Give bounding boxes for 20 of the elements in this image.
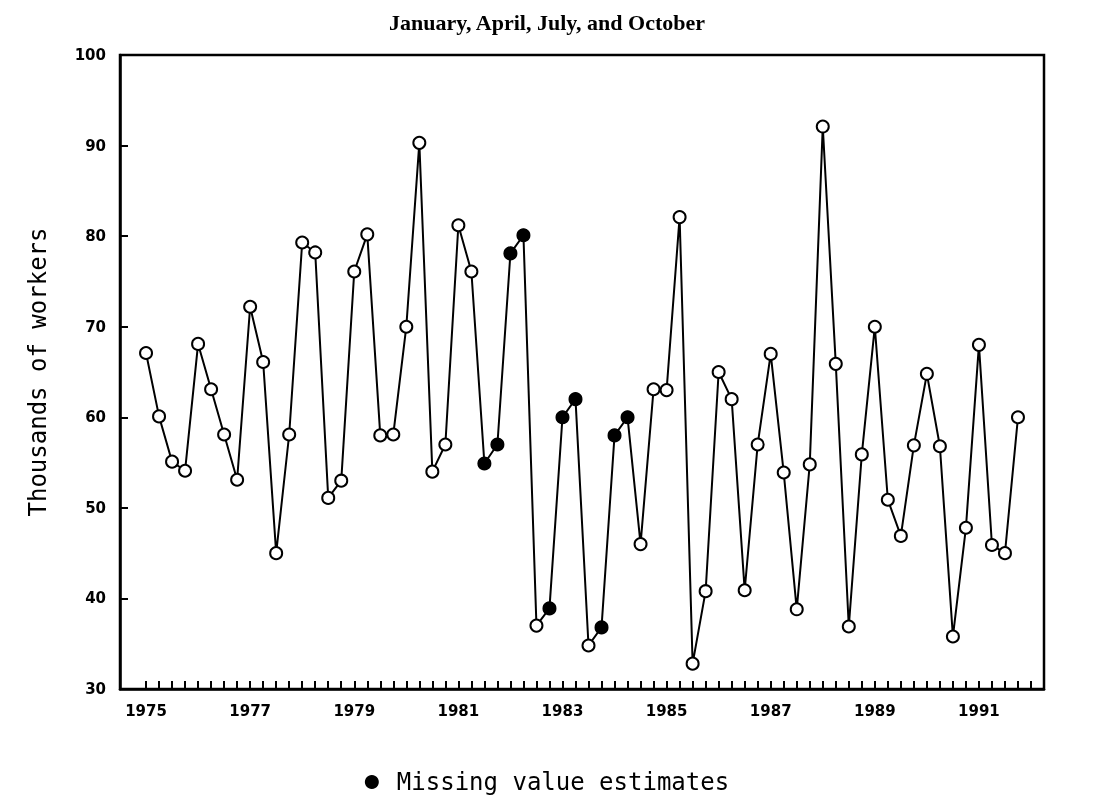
y-tick-label: 40 bbox=[85, 589, 106, 608]
y-tick-label: 80 bbox=[85, 227, 106, 246]
x-tick-label: 1981 bbox=[437, 701, 480, 720]
y-tick-label: 60 bbox=[85, 408, 106, 427]
legend-label: Missing value estimates bbox=[396, 768, 730, 796]
y-tick-label: 90 bbox=[85, 136, 106, 155]
x-tick-label: 1987 bbox=[749, 701, 792, 720]
x-tick-label: 1975 bbox=[125, 701, 167, 720]
chart-title: January, April, July, and October bbox=[389, 9, 706, 35]
x-tick-label: 1983 bbox=[541, 701, 584, 720]
x-tick-label: 1985 bbox=[645, 701, 688, 720]
x-tick-label: 1977 bbox=[229, 701, 272, 720]
y-axis-title: Thousands of workers bbox=[24, 227, 52, 517]
x-tick-label: 1989 bbox=[853, 701, 896, 720]
y-tick-label: 100 bbox=[74, 46, 106, 64]
y-tick-label: 30 bbox=[85, 680, 106, 698]
y-tick-label: 70 bbox=[85, 317, 106, 336]
x-tick-label: 1991 bbox=[958, 701, 1000, 720]
y-tick-label: 50 bbox=[85, 498, 106, 517]
x-tick-label: 1979 bbox=[333, 701, 376, 720]
